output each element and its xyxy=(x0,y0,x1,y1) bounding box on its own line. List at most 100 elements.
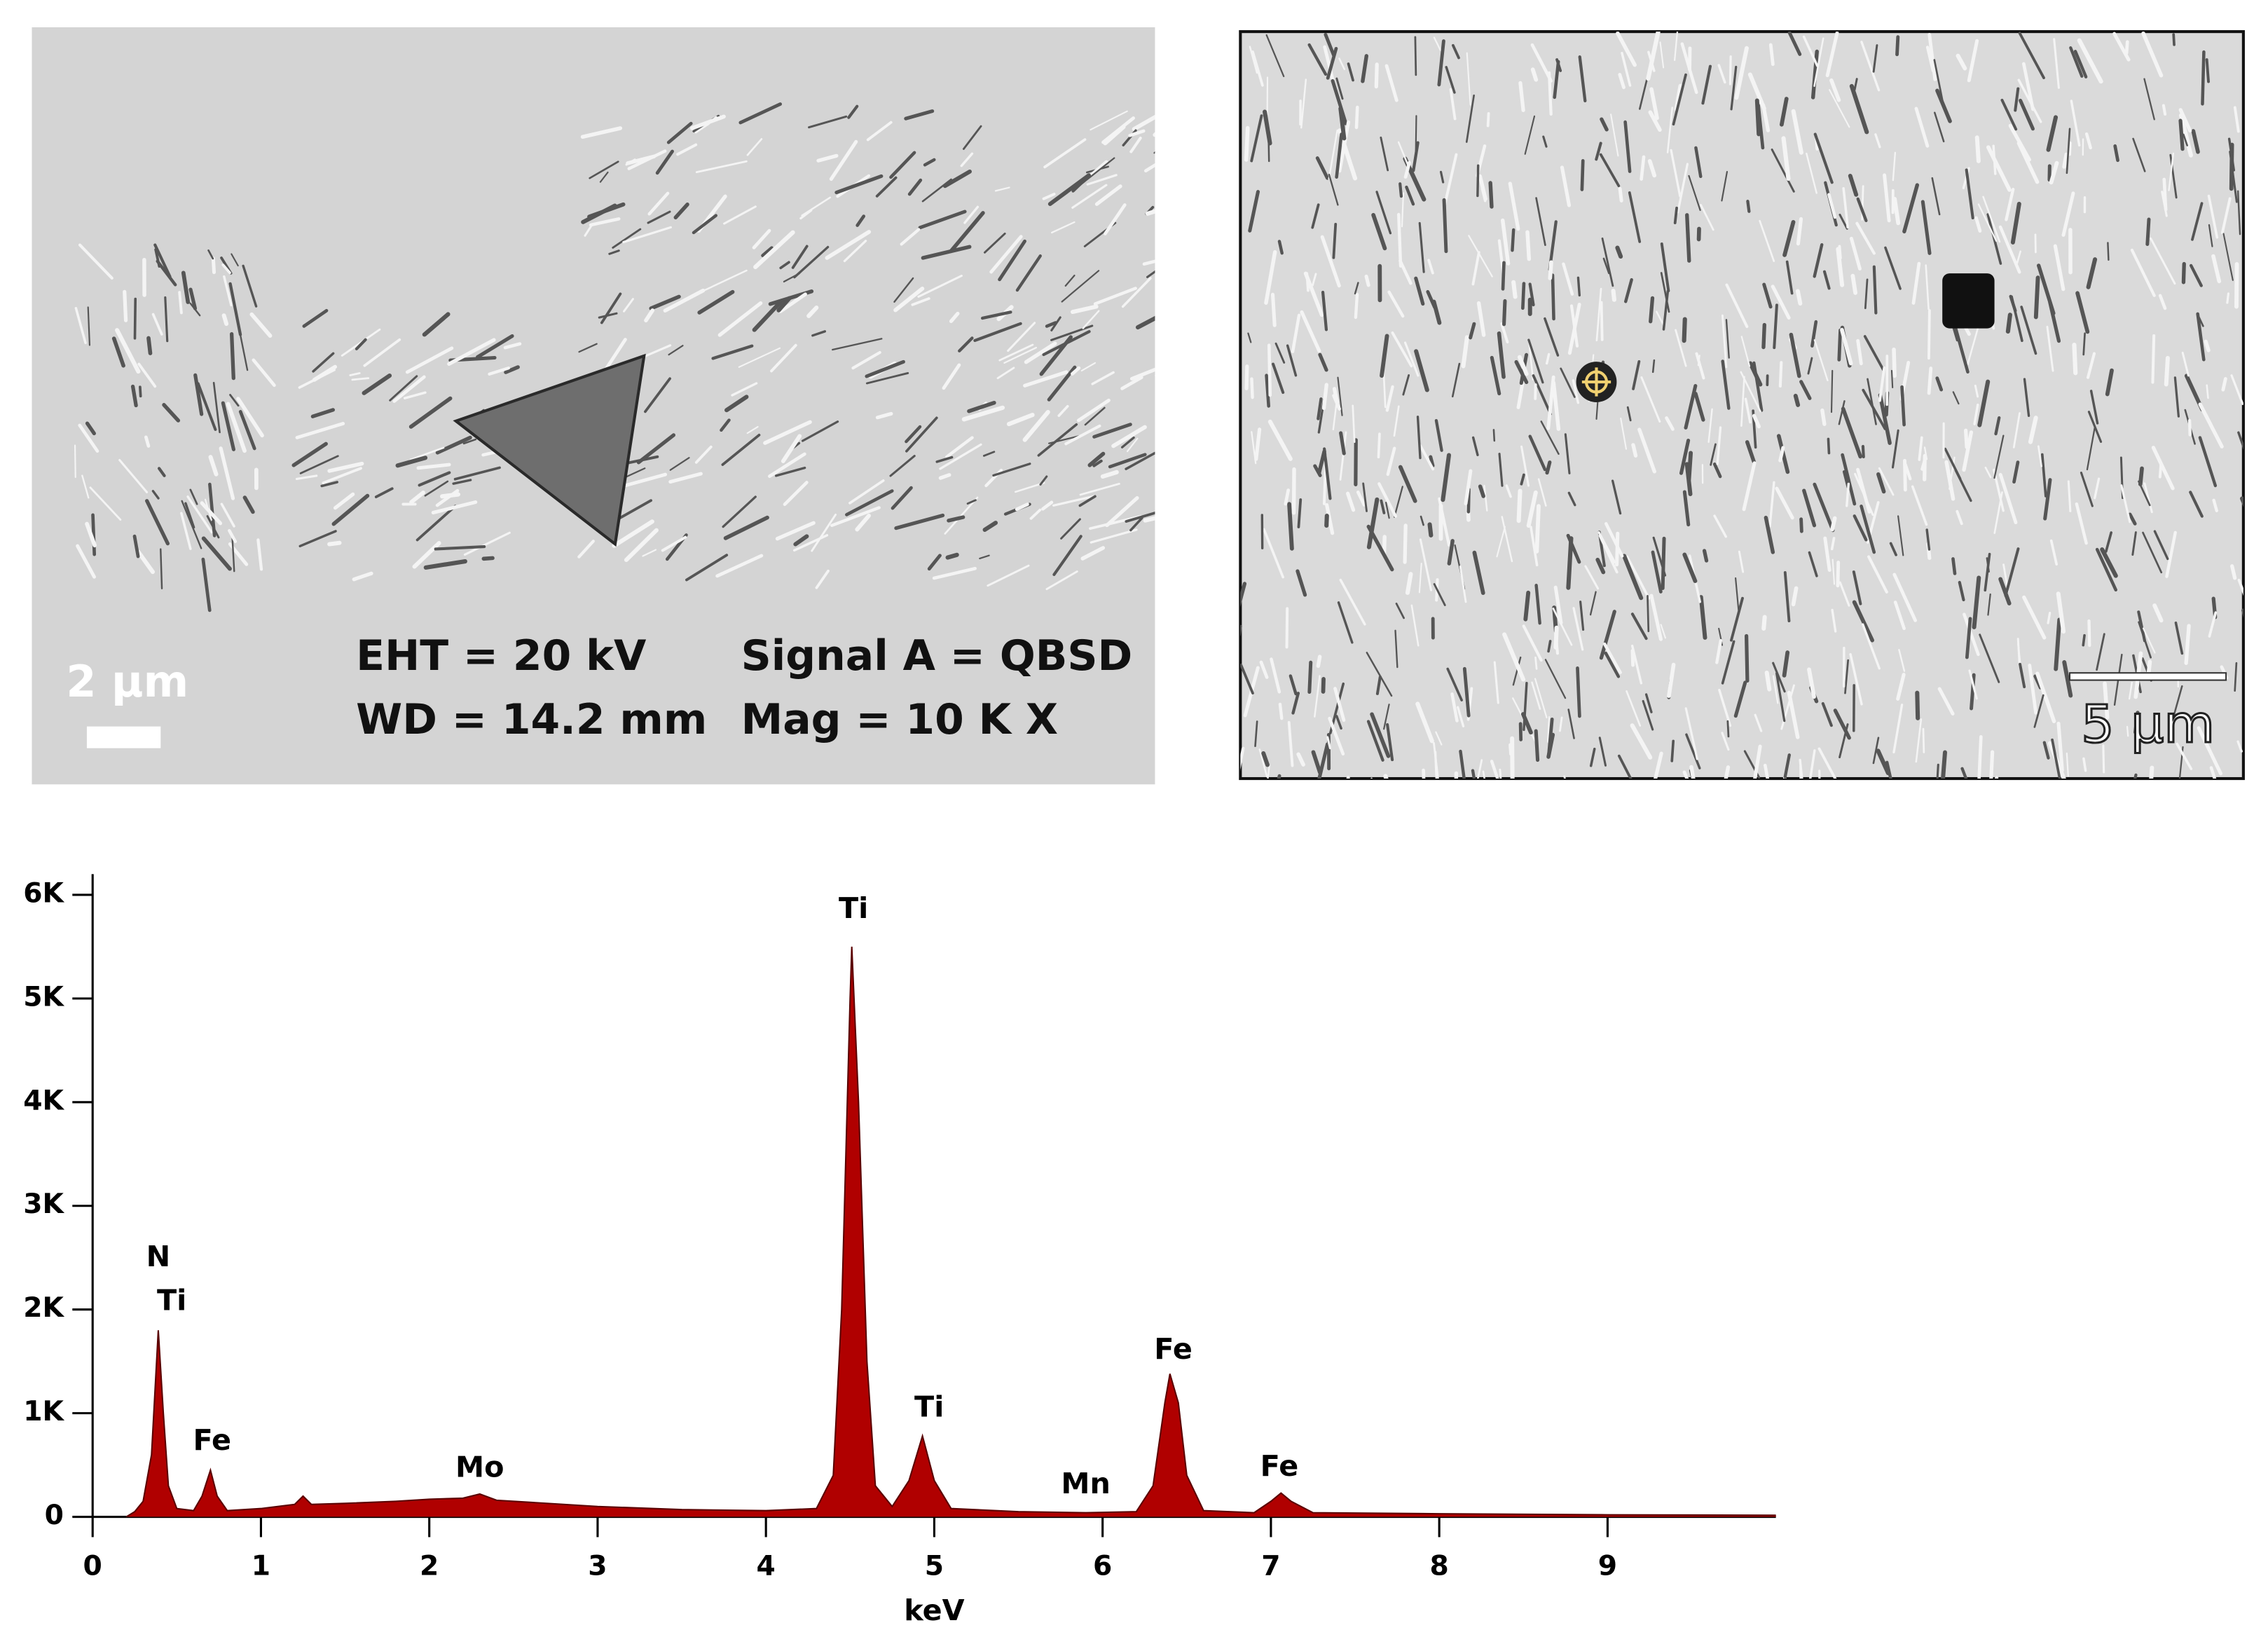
texture-stroke xyxy=(1071,184,1108,209)
texture-stroke xyxy=(776,296,792,313)
texture-stroke xyxy=(1511,280,1518,299)
texture-stroke xyxy=(932,566,977,580)
texture-stroke xyxy=(1642,699,1654,731)
texture-stroke xyxy=(1426,289,1436,309)
x-tick-label: 3 xyxy=(588,1550,607,1582)
texture-stroke xyxy=(998,343,1034,362)
texture-stroke xyxy=(181,500,202,549)
texture-stroke xyxy=(1323,45,1335,81)
texture-stroke xyxy=(409,491,425,505)
texture-stroke xyxy=(832,338,883,351)
texture-stroke xyxy=(1366,497,1380,549)
texture-stroke xyxy=(418,471,451,487)
texture-stroke xyxy=(1514,359,1529,385)
texture-stroke xyxy=(1488,181,1494,209)
texture-stroke xyxy=(1783,571,1791,622)
texture-stroke xyxy=(1993,491,2003,534)
texture-stroke xyxy=(905,416,938,453)
texture-stroke xyxy=(476,334,514,359)
texture-stroke xyxy=(963,205,980,224)
texture-stroke xyxy=(1534,656,1538,670)
texture-stroke xyxy=(298,368,336,389)
texture-stroke xyxy=(1560,165,1572,207)
texture-stroke xyxy=(1375,675,1382,695)
texture-stroke xyxy=(731,382,758,397)
texture-stroke xyxy=(2062,660,2073,698)
texture-stroke xyxy=(1057,404,1069,418)
texture-stroke xyxy=(1286,344,1298,377)
texture-stroke xyxy=(2196,312,2206,362)
texture-stroke xyxy=(1763,763,1770,779)
texture-stroke xyxy=(1679,439,1691,475)
texture-stroke xyxy=(242,264,258,308)
texture-stroke xyxy=(1082,310,1100,329)
texture-stroke xyxy=(1992,144,1997,175)
texture-stroke xyxy=(181,270,191,304)
texture-stroke xyxy=(626,154,657,165)
texture-stroke xyxy=(327,540,342,547)
texture-stroke xyxy=(808,115,848,129)
texture-stroke xyxy=(1773,303,1778,350)
texture-stroke xyxy=(1370,712,1391,758)
texture-stroke xyxy=(1600,117,1609,132)
texture-stroke xyxy=(2184,624,2191,665)
texture-stroke xyxy=(221,263,231,275)
texture-stroke xyxy=(1090,528,1138,544)
texture-stroke xyxy=(1598,534,1618,574)
texture-stroke xyxy=(668,345,684,356)
texture-stroke xyxy=(694,123,710,134)
texture-stroke xyxy=(481,556,495,561)
y-tick-label: 1K xyxy=(23,1396,64,1427)
texture-stroke xyxy=(753,230,795,270)
texture-stroke xyxy=(1320,235,1341,288)
texture-stroke xyxy=(331,493,370,526)
texture-stroke xyxy=(327,461,364,473)
texture-stroke xyxy=(78,243,114,280)
texture-stroke xyxy=(189,488,198,505)
texture-stroke xyxy=(982,451,996,457)
texture-stroke xyxy=(1599,610,1616,660)
texture-stroke xyxy=(783,481,809,507)
texture-stroke xyxy=(1712,463,1722,479)
texture-stroke xyxy=(76,544,96,579)
texture-stroke xyxy=(644,377,671,413)
texture-stroke xyxy=(416,463,451,470)
texture-stroke xyxy=(503,342,522,350)
texture-stroke xyxy=(1831,559,1836,585)
texture-stroke xyxy=(1694,146,1703,179)
texture-stroke xyxy=(1878,393,1892,445)
texture-stroke xyxy=(1989,750,1995,779)
texture-stroke xyxy=(2191,129,2200,154)
texture-stroke xyxy=(2227,137,2236,172)
texture-stroke xyxy=(624,528,659,563)
texture-stroke xyxy=(1497,331,1506,379)
texture-stroke xyxy=(1688,174,1701,212)
texture-stroke xyxy=(1920,200,1932,255)
texture-stroke xyxy=(1618,73,1626,90)
texture-stroke xyxy=(1135,315,1155,330)
texture-stroke xyxy=(692,214,717,235)
texture-stroke xyxy=(207,249,214,260)
texture-stroke xyxy=(1086,174,1118,186)
texture-stroke xyxy=(1547,640,1552,653)
x-tick-label: 4 xyxy=(757,1550,776,1582)
texture-stroke xyxy=(2211,254,2222,284)
texture-stroke xyxy=(1371,212,1387,251)
texture-stroke xyxy=(1771,285,1791,320)
texture-stroke xyxy=(2042,741,2050,760)
texture-stroke xyxy=(1132,114,1155,132)
texture-stroke xyxy=(622,226,672,244)
texture-stroke xyxy=(1637,427,1656,474)
texture-stroke xyxy=(1324,513,1329,528)
texture-stroke xyxy=(752,228,771,249)
texture-stroke xyxy=(801,196,832,217)
texture-stroke xyxy=(237,323,249,371)
texture-stroke xyxy=(1295,569,1307,597)
texture-stroke xyxy=(1265,374,1271,408)
texture-stroke xyxy=(1821,701,1833,727)
texture-stroke xyxy=(1265,34,1285,78)
texture-stroke xyxy=(223,275,233,307)
texture-stroke xyxy=(2206,384,2209,399)
texture-stroke xyxy=(1125,511,1155,523)
